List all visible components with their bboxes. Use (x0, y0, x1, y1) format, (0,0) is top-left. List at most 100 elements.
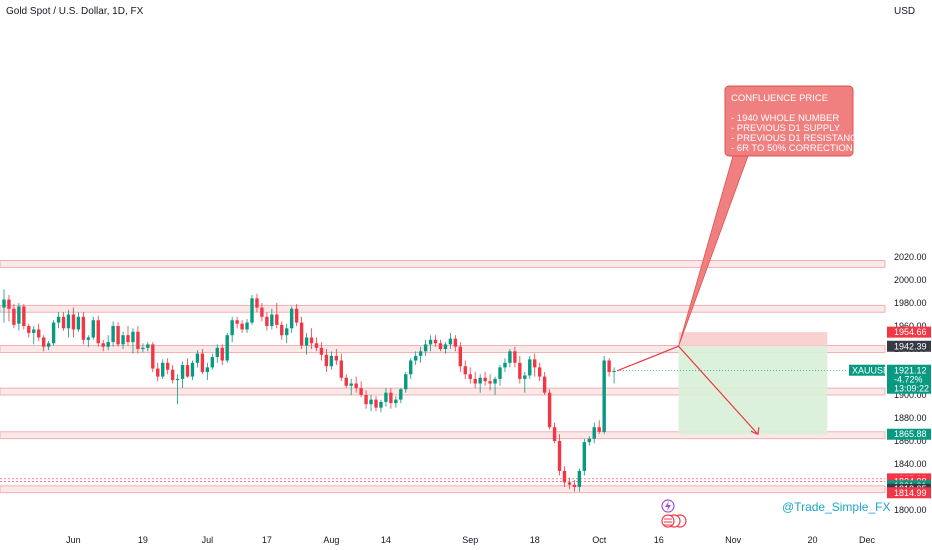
candle-body (399, 389, 403, 400)
candle-body (493, 378, 497, 384)
time-tick-label: Sep (462, 535, 478, 545)
candle-body (562, 470, 567, 483)
candle-body (537, 367, 542, 377)
candle-body (557, 441, 562, 471)
candle-body (428, 339, 433, 345)
note-pointer (678, 155, 749, 347)
candle-body (324, 354, 329, 367)
stop-loss-zone (678, 332, 828, 347)
candle-body (468, 374, 472, 379)
price-tick-label: 1960.00 (894, 321, 927, 331)
candle-body (309, 337, 314, 344)
price-tick-label: 1840.00 (894, 459, 927, 469)
candle-body (51, 322, 56, 344)
candle-body (225, 335, 229, 361)
candle-body (200, 353, 205, 372)
take-profit-zone (678, 346, 828, 435)
currency-label[interactable]: USD (894, 6, 916, 17)
confluence-note[interactable]: CONFLUENCE PRICE- 1940 WHOLE NUMBER- PRE… (678, 85, 864, 347)
note-line: - PREVIOUS D1 RESISTANCE (731, 133, 863, 144)
candle-body (136, 331, 140, 349)
time-tick-label: 14 (381, 535, 391, 545)
chart-event-icons[interactable] (661, 499, 687, 528)
time-tick-label: Aug (323, 535, 339, 545)
candle-body (265, 316, 269, 326)
candle-body (2, 299, 6, 308)
symbol-title[interactable]: Gold Spot / U.S. Dollar, 1D, FX (6, 6, 144, 17)
candle-body (161, 362, 165, 377)
candle-body (394, 399, 398, 404)
candle-body (577, 470, 582, 487)
watermark: @Trade_Simple_FX (782, 500, 890, 514)
candle-body (270, 314, 274, 326)
time-tick-label: Nov (725, 535, 742, 545)
candle-body (17, 306, 21, 324)
candle-body (339, 360, 343, 378)
candle-body (175, 378, 180, 381)
note-line: - 6R TO 50% CORRECTION (731, 143, 853, 154)
price-tags: 1954.661942.391865.881827.081824.981821.… (617, 326, 931, 499)
candles (2, 289, 616, 492)
candle-body (131, 331, 135, 343)
note-line: - 1940 WHOLE NUMBER (731, 113, 839, 124)
candle-body (552, 427, 557, 441)
candle-body (96, 320, 100, 344)
candle-body (443, 344, 448, 349)
price-tag-bg (887, 428, 931, 440)
candle-body (379, 401, 383, 408)
candle-body (423, 344, 428, 352)
candle-body (7, 299, 11, 309)
zone-rect (0, 387, 886, 396)
us-flag-icons[interactable] (661, 514, 687, 528)
candle-body (508, 351, 512, 363)
us-flag-icon[interactable] (661, 514, 675, 528)
candle-body (37, 329, 41, 338)
candle-body (151, 344, 155, 369)
candle-body (329, 355, 334, 367)
candle-body (567, 482, 572, 485)
candle-body (354, 383, 358, 389)
short-position-tool[interactable] (678, 332, 828, 435)
price-tag-label: 1814.99 (894, 488, 927, 498)
candle-body (438, 343, 443, 349)
time-axis[interactable]: Jun 19 Jul 17 Aug 14 Sep 18 Oct 16 Nov 20 Dec (66, 535, 875, 545)
candle-body (384, 392, 388, 402)
note-box (724, 85, 854, 157)
candle-body (349, 383, 353, 386)
time-tick-label: 16 (654, 535, 664, 545)
countdown-label: 13:09:22 (894, 384, 929, 394)
price-tick-label: 2000.00 (894, 275, 927, 285)
candle-body (299, 322, 304, 346)
candle-body (304, 337, 309, 346)
candle-body (612, 370, 616, 372)
candle-body (523, 375, 527, 379)
candle-body (572, 484, 577, 487)
candle-body (71, 314, 76, 330)
candle-body (156, 368, 160, 377)
zone-rect (0, 485, 886, 494)
candle-body (463, 366, 467, 375)
candle-body (453, 338, 458, 347)
candle-body (433, 339, 438, 344)
candle-body (240, 323, 244, 330)
note-line: - PREVIOUS D1 SUPPLY (731, 123, 841, 134)
candle-body (106, 342, 110, 347)
candle-body (364, 395, 368, 405)
candle-body (289, 308, 294, 329)
last-price-label: 1921.12 (894, 366, 927, 376)
time-tick-label: Dec (859, 535, 876, 545)
price-tag-bg (887, 326, 931, 338)
candle-body (528, 359, 532, 376)
candle-body (230, 320, 234, 336)
note-line: CONFLUENCE PRICE (731, 93, 828, 104)
candle-body (359, 388, 363, 395)
candle-body (91, 320, 95, 338)
price-tag-label: 1942.39 (894, 341, 927, 351)
candle-body (260, 307, 264, 317)
candle-body (12, 308, 16, 325)
candle-body (334, 355, 339, 361)
candle-body (22, 306, 26, 326)
price-tag-bg (887, 340, 931, 352)
